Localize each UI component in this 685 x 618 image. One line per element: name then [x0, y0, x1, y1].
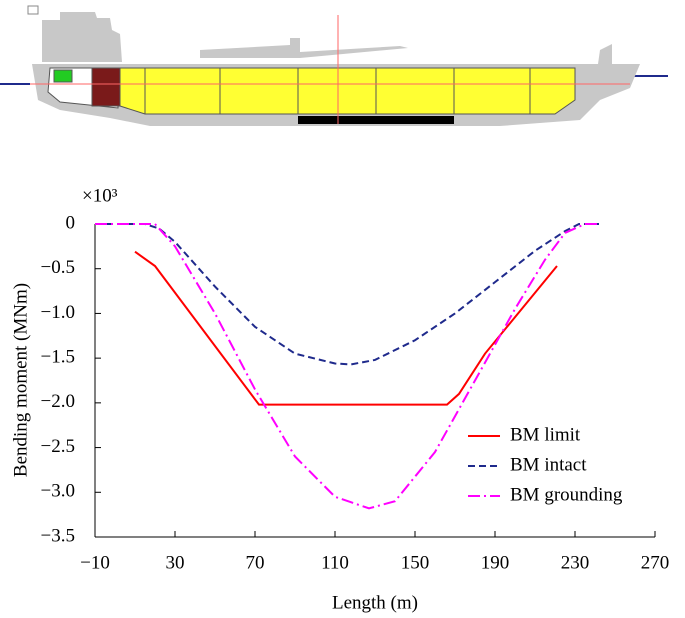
x-axis-label: Length (m) [332, 592, 418, 613]
x-tick-label: 150 [401, 552, 430, 573]
x-tick-label: 110 [321, 552, 349, 573]
x-tick-label: 230 [561, 552, 590, 573]
x-tick-label: −10 [80, 552, 110, 573]
tank-red [91, 67, 121, 107]
multiplier: ×10³ [82, 185, 118, 206]
superstructure [42, 12, 122, 62]
y-tick-label: −3.0 [41, 481, 75, 502]
legend-label: BM grounding [510, 484, 623, 505]
ship-drawing [0, 5, 668, 126]
x-tick-label: 70 [246, 552, 265, 573]
y-tick-label: −0.5 [41, 257, 75, 278]
icon [27, 5, 39, 15]
cargo-tanks [119, 67, 576, 115]
y-tick-label: −1.0 [41, 302, 75, 323]
legend-label: BM limit [510, 424, 581, 445]
y-axis-label: Bending moment (MNm) [10, 283, 31, 477]
forecastle [598, 44, 612, 64]
y-tick-label: −2.0 [41, 391, 75, 412]
series-line [95, 223, 599, 366]
legend-label: BM intact [510, 454, 587, 475]
bulkheads [144, 68, 531, 114]
tank-green [53, 69, 73, 83]
series-line [95, 223, 599, 510]
damaged-bottom [298, 116, 454, 124]
x-tick-label: 190 [481, 552, 510, 573]
y-tick-label: 0 [66, 212, 76, 233]
x-tick-label: 270 [641, 552, 670, 573]
y-tick-label: −3.5 [41, 525, 75, 546]
x-tick-label: 30 [166, 552, 185, 573]
y-tick-label: −2.5 [41, 436, 75, 457]
deck-crane [200, 38, 408, 58]
y-tick-label: −1.5 [41, 347, 75, 368]
series-line [134, 250, 558, 406]
